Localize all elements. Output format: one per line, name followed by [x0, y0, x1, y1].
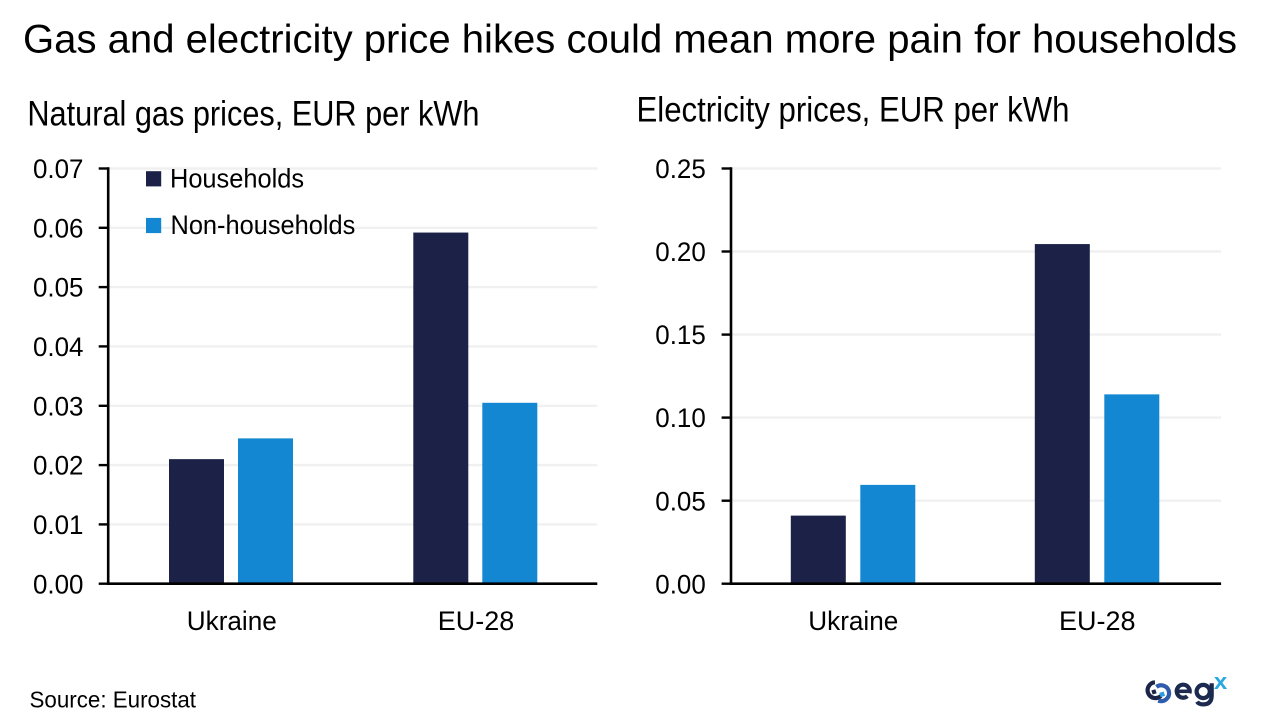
- svg-text:0.01: 0.01: [33, 510, 84, 540]
- svg-text:0.00: 0.00: [33, 569, 84, 599]
- svg-text:0.07: 0.07: [33, 154, 84, 184]
- svg-text:0.25: 0.25: [655, 154, 706, 184]
- svg-text:0.15: 0.15: [655, 320, 706, 350]
- svg-text:0.06: 0.06: [33, 213, 84, 243]
- svg-text:Ukraine: Ukraine: [808, 606, 898, 636]
- svg-text:EU-28: EU-28: [438, 606, 515, 636]
- svg-text:Gas and electricity price hike: Gas and electricity price hikes could me…: [23, 18, 1237, 62]
- svg-text:0.03: 0.03: [33, 391, 84, 421]
- svg-text:0.05: 0.05: [655, 486, 706, 516]
- svg-text:Electricity prices, EUR per kW: Electricity prices, EUR per kWh: [637, 91, 1070, 130]
- svg-text:EU-28: EU-28: [1059, 606, 1136, 636]
- svg-text:Natural gas prices, EUR per kW: Natural gas prices, EUR per kWh: [27, 95, 479, 134]
- svg-text:x: x: [1214, 669, 1228, 694]
- svg-text:Source: Eurostat: Source: Eurostat: [30, 687, 197, 713]
- svg-text:0.00: 0.00: [655, 569, 706, 599]
- svg-text:0.20: 0.20: [655, 237, 706, 267]
- svg-text:0.02: 0.02: [33, 451, 84, 481]
- svg-text:0.04: 0.04: [33, 332, 84, 362]
- svg-text:Households: Households: [170, 163, 304, 193]
- svg-text:0.05: 0.05: [33, 273, 84, 303]
- svg-text:Non-households: Non-households: [171, 210, 356, 240]
- svg-text:Ukraine: Ukraine: [187, 606, 277, 636]
- svg-text:0.10: 0.10: [655, 403, 706, 433]
